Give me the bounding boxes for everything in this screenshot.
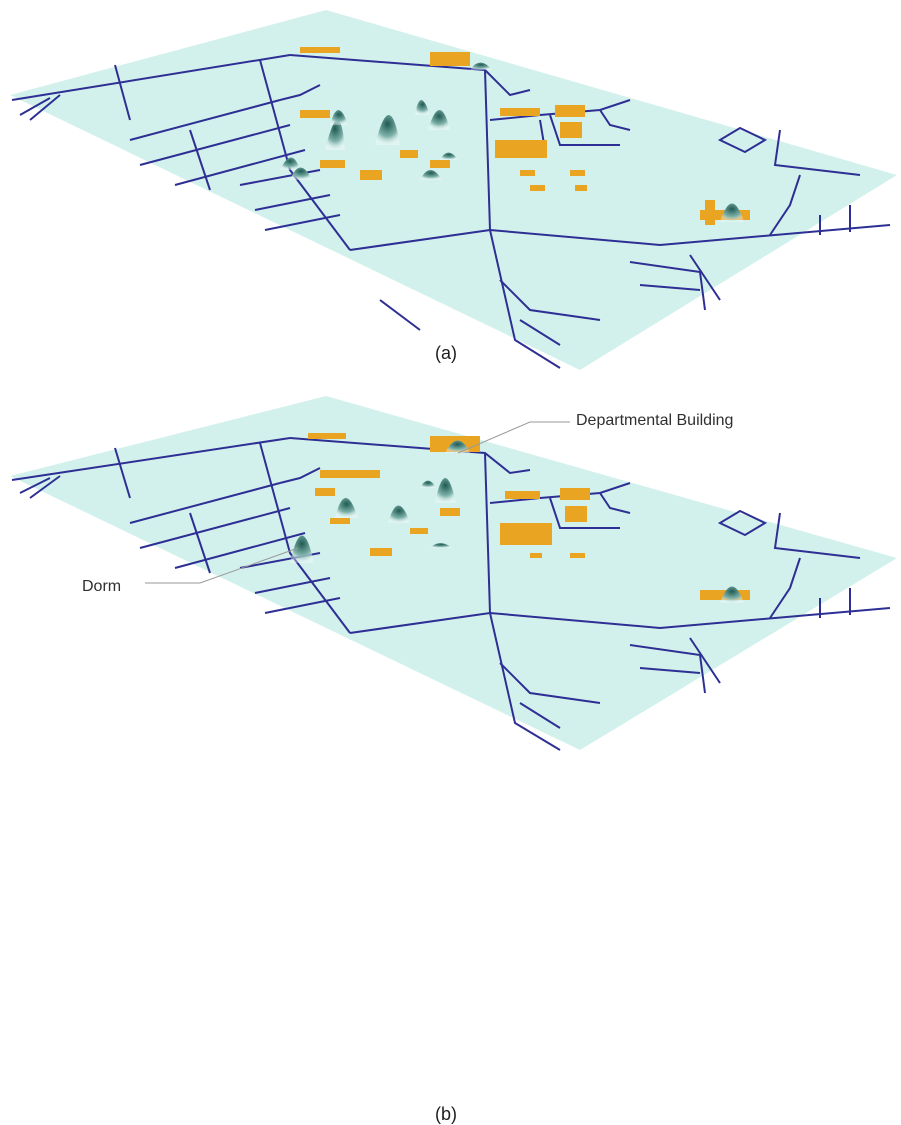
dorm-label: Dorm (82, 578, 122, 595)
departmental-building-label: Departmental Building (576, 412, 734, 429)
road-network (11, 437, 891, 751)
campus-map-a (10, 10, 897, 370)
map-panel-a: (a) (0, 0, 901, 378)
panel-caption-a: (a) (435, 343, 457, 363)
buildings (300, 47, 750, 225)
campus-map-b (10, 396, 897, 751)
density-peaks (280, 62, 744, 222)
panel-caption-b: (b) (435, 1104, 457, 1124)
map-panel-b: (b) (0, 378, 901, 1124)
ground-plane (10, 396, 897, 750)
ground-plane (10, 10, 897, 370)
density-peaks (290, 440, 744, 603)
leader-lines (145, 421, 570, 584)
